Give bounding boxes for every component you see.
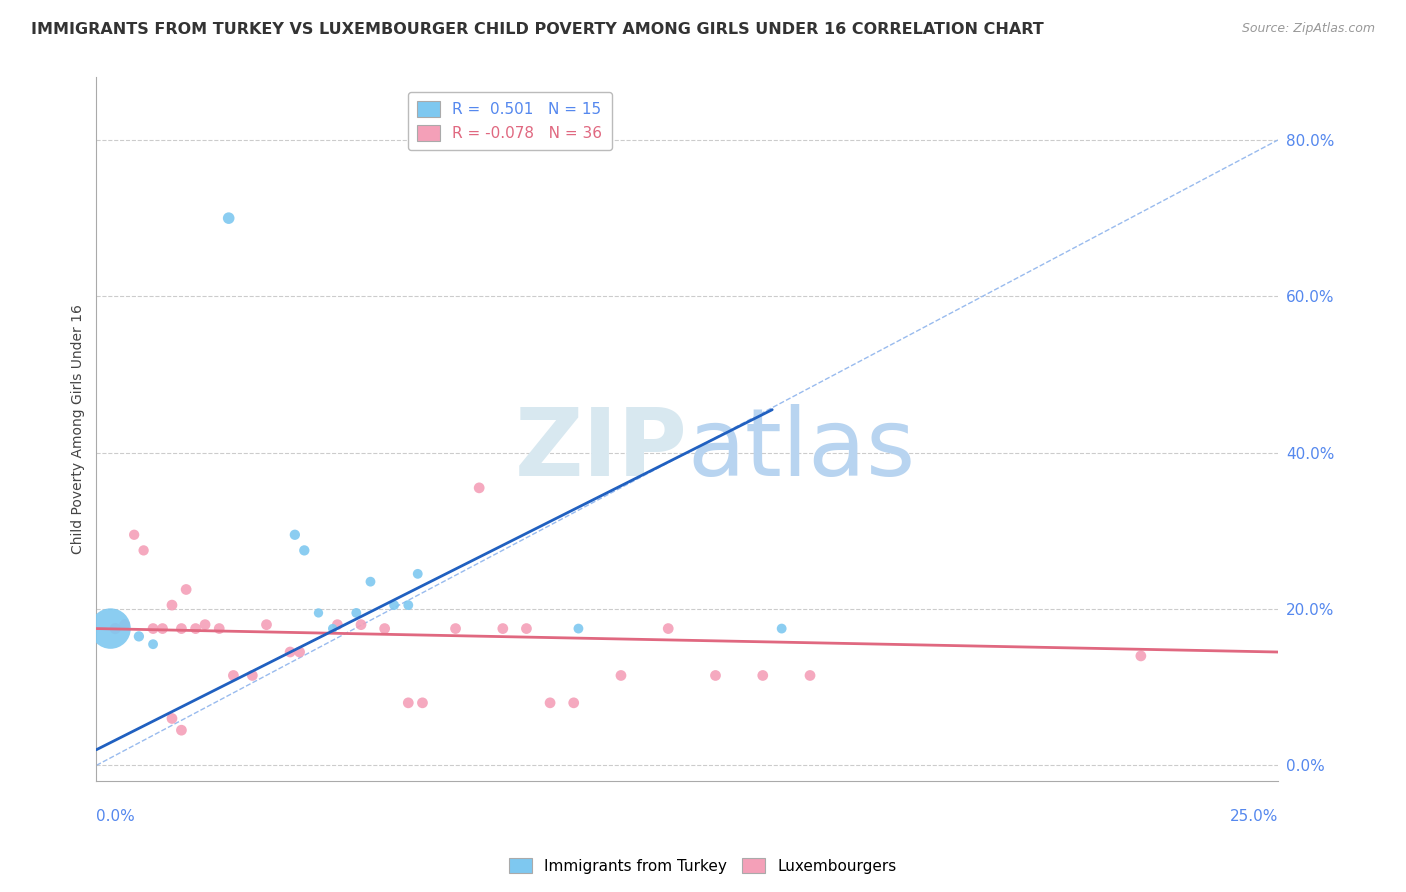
Point: [292, 543, 315, 558]
Point: [411, 696, 433, 710]
Point: [515, 622, 537, 636]
Point: [396, 598, 419, 612]
Point: [704, 668, 727, 682]
Point: [100, 622, 122, 636]
Point: [114, 617, 136, 632]
Point: [374, 622, 396, 636]
Point: [256, 617, 278, 632]
Point: [122, 528, 145, 542]
Text: IMMIGRANTS FROM TURKEY VS LUXEMBOURGER CHILD POVERTY AMONG GIRLS UNDER 16 CORREL: IMMIGRANTS FROM TURKEY VS LUXEMBOURGER C…: [31, 22, 1043, 37]
Point: [194, 617, 217, 632]
Point: [326, 617, 349, 632]
Point: [359, 574, 381, 589]
Point: [538, 696, 561, 710]
Point: [184, 622, 207, 636]
Point: [308, 606, 330, 620]
Point: [567, 622, 589, 636]
Point: [1129, 648, 1152, 663]
Point: [152, 622, 174, 636]
Point: [468, 481, 491, 495]
Legend: Immigrants from Turkey, Luxembourgers: Immigrants from Turkey, Luxembourgers: [503, 852, 903, 880]
Point: [240, 668, 263, 682]
Point: [444, 622, 467, 636]
Point: [752, 668, 775, 682]
Point: [142, 637, 165, 651]
Point: [174, 582, 197, 597]
Point: [142, 622, 165, 636]
Point: [492, 622, 515, 636]
Point: [170, 723, 193, 738]
Point: [562, 696, 585, 710]
Point: [160, 711, 183, 725]
Text: Source: ZipAtlas.com: Source: ZipAtlas.com: [1241, 22, 1375, 36]
Point: [218, 211, 240, 226]
Text: atlas: atlas: [688, 404, 915, 496]
Point: [396, 696, 419, 710]
Point: [382, 598, 405, 612]
Point: [657, 622, 679, 636]
Point: [160, 598, 183, 612]
Point: [799, 668, 821, 682]
Y-axis label: Child Poverty Among Girls Under 16: Child Poverty Among Girls Under 16: [72, 304, 86, 554]
Point: [170, 622, 193, 636]
Point: [288, 645, 311, 659]
Point: [284, 528, 307, 542]
Point: [278, 645, 301, 659]
Point: [610, 668, 633, 682]
Point: [104, 622, 127, 636]
Point: [132, 543, 155, 558]
Point: [406, 566, 429, 581]
Point: [128, 629, 150, 643]
Point: [222, 668, 245, 682]
Point: [350, 617, 373, 632]
Text: ZIP: ZIP: [515, 404, 688, 496]
Point: [344, 606, 367, 620]
Point: [322, 622, 344, 636]
Text: 25.0%: 25.0%: [1230, 809, 1278, 824]
Legend: R =  0.501   N = 15, R = -0.078   N = 36: R = 0.501 N = 15, R = -0.078 N = 36: [408, 92, 612, 150]
Point: [208, 622, 231, 636]
Point: [770, 622, 793, 636]
Text: 0.0%: 0.0%: [97, 809, 135, 824]
